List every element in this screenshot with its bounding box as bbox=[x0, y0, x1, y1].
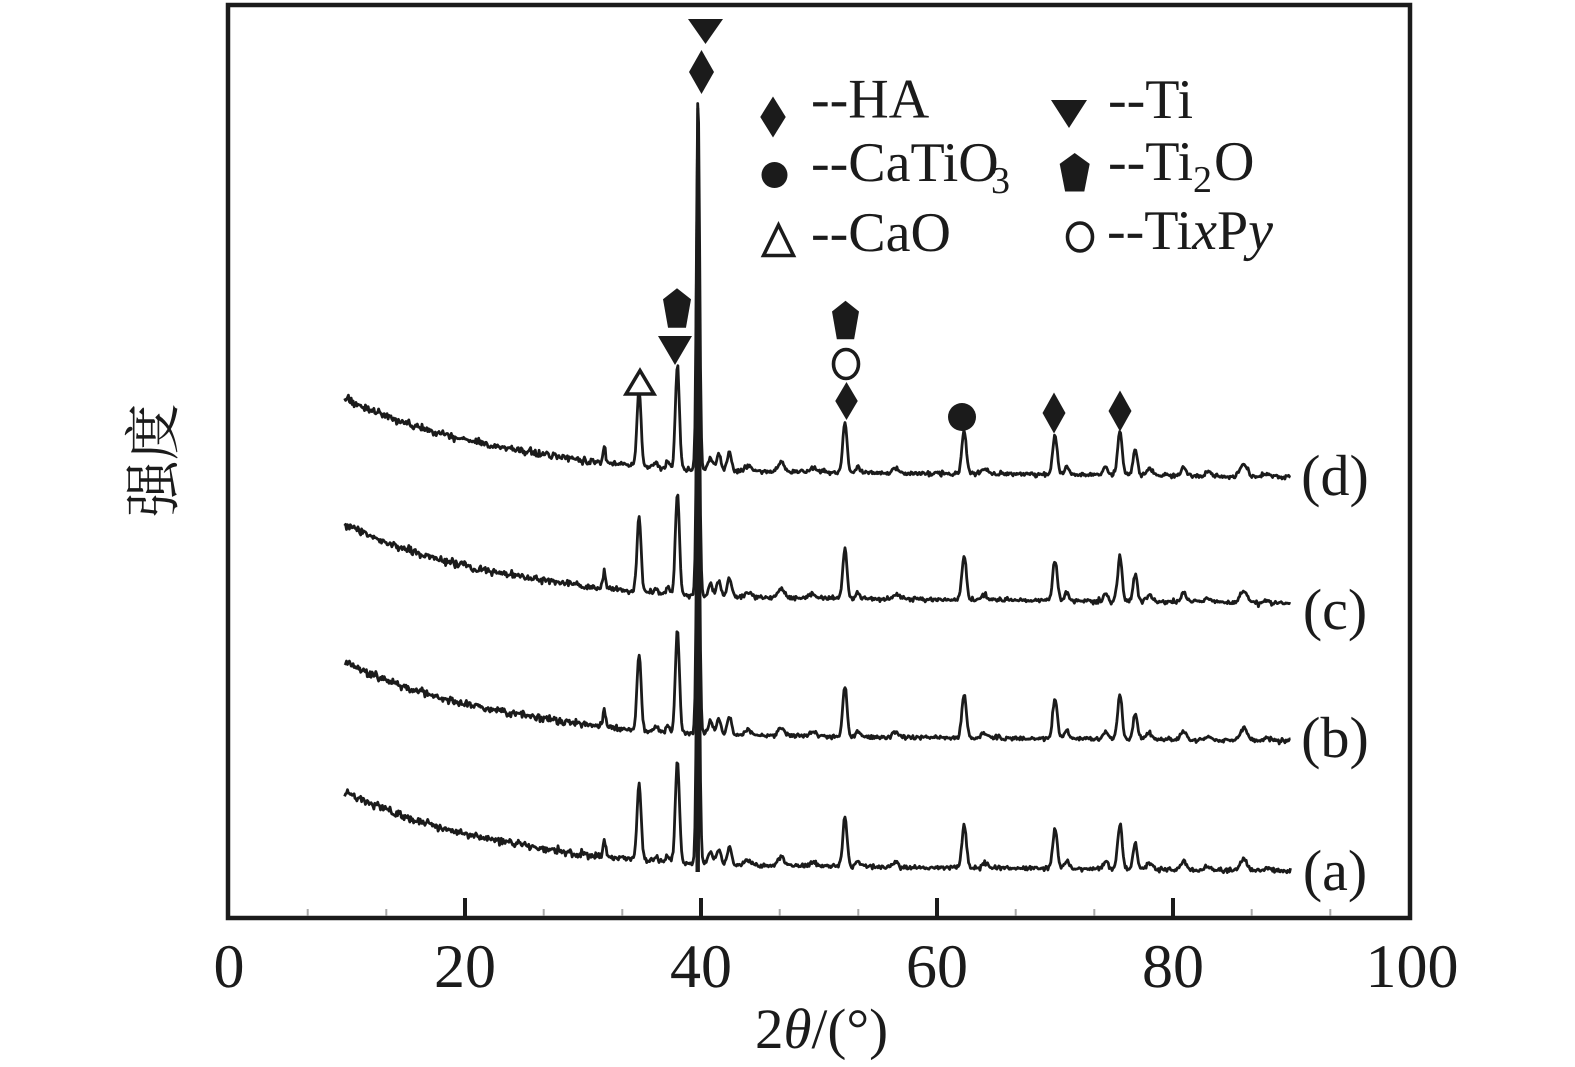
svg-text:0: 0 bbox=[214, 933, 245, 1001]
svg-text:--Ti: --Ti bbox=[1108, 69, 1193, 131]
svg-text:20: 20 bbox=[434, 933, 496, 1001]
svg-text:(d): (d) bbox=[1301, 443, 1369, 508]
svg-text:--CaTiO: --CaTiO bbox=[811, 132, 999, 194]
svg-text:--TixPy: --TixPy bbox=[1107, 200, 1273, 262]
svg-text:100: 100 bbox=[1366, 933, 1459, 1001]
svg-text:(a): (a) bbox=[1303, 838, 1367, 903]
svg-text:40: 40 bbox=[670, 933, 732, 1001]
svg-text:80: 80 bbox=[1142, 933, 1204, 1001]
svg-text:(c): (c) bbox=[1303, 577, 1367, 642]
svg-text:--Ti: --Ti bbox=[1108, 131, 1193, 193]
svg-text:2θ/(°): 2θ/(°) bbox=[755, 998, 888, 1061]
svg-text:--HA: --HA bbox=[811, 69, 930, 131]
svg-text:60: 60 bbox=[906, 933, 968, 1001]
svg-text:--CaO: --CaO bbox=[811, 202, 951, 264]
svg-text:(b): (b) bbox=[1301, 705, 1369, 770]
svg-text:O: O bbox=[1214, 131, 1254, 193]
